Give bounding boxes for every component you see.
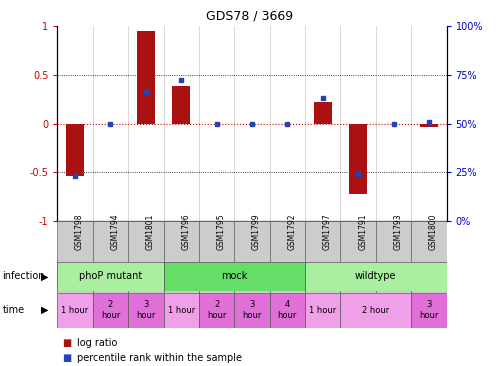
Text: 3
hour: 3 hour [243, 300, 261, 320]
Text: log ratio: log ratio [77, 338, 118, 348]
FancyBboxPatch shape [128, 293, 164, 328]
FancyBboxPatch shape [305, 262, 447, 291]
FancyBboxPatch shape [340, 221, 376, 293]
Text: GSM1791: GSM1791 [358, 214, 367, 250]
Bar [172, 86, 190, 124]
Text: wildtype: wildtype [355, 271, 397, 281]
Text: 2
hour: 2 hour [207, 300, 227, 320]
FancyBboxPatch shape [340, 293, 411, 328]
Text: GSM1799: GSM1799 [252, 214, 261, 250]
FancyBboxPatch shape [57, 262, 164, 291]
Text: time: time [2, 305, 24, 315]
FancyBboxPatch shape [164, 262, 305, 291]
FancyBboxPatch shape [93, 221, 128, 293]
FancyBboxPatch shape [164, 221, 199, 293]
Text: phoP mutant: phoP mutant [79, 271, 142, 281]
FancyBboxPatch shape [305, 293, 340, 328]
FancyBboxPatch shape [411, 221, 447, 293]
Bar [349, 124, 367, 194]
FancyBboxPatch shape [269, 221, 305, 293]
Text: percentile rank within the sample: percentile rank within the sample [77, 353, 243, 363]
Text: GSM1797: GSM1797 [323, 214, 332, 250]
Text: ▶: ▶ [41, 271, 49, 281]
Bar [66, 124, 84, 176]
Text: mock: mock [221, 271, 248, 281]
Text: ■: ■ [62, 353, 72, 363]
Text: GSM1798: GSM1798 [75, 214, 84, 250]
FancyBboxPatch shape [57, 221, 93, 293]
FancyBboxPatch shape [376, 221, 411, 293]
Bar [314, 102, 332, 124]
Text: 3
hour: 3 hour [136, 300, 156, 320]
FancyBboxPatch shape [93, 293, 128, 328]
Text: GDS78 / 3669: GDS78 / 3669 [206, 9, 293, 22]
FancyBboxPatch shape [305, 221, 340, 293]
Text: 1 hour: 1 hour [61, 306, 89, 315]
Text: 2 hour: 2 hour [362, 306, 389, 315]
Text: GSM1796: GSM1796 [181, 214, 190, 250]
FancyBboxPatch shape [164, 293, 199, 328]
FancyBboxPatch shape [269, 293, 305, 328]
Text: GSM1801: GSM1801 [146, 214, 155, 250]
Text: GSM1794: GSM1794 [110, 214, 119, 250]
FancyBboxPatch shape [57, 293, 93, 328]
FancyBboxPatch shape [411, 293, 447, 328]
Text: infection: infection [2, 271, 45, 281]
Text: 2
hour: 2 hour [101, 300, 120, 320]
Text: GSM1800: GSM1800 [429, 214, 438, 250]
Text: GSM1795: GSM1795 [217, 214, 226, 250]
Text: GSM1792: GSM1792 [287, 214, 296, 250]
FancyBboxPatch shape [128, 221, 164, 293]
Text: GSM1793: GSM1793 [394, 214, 403, 250]
Bar [137, 30, 155, 124]
Text: 3
hour: 3 hour [419, 300, 439, 320]
FancyBboxPatch shape [199, 293, 235, 328]
Text: ■: ■ [62, 338, 72, 348]
Bar [420, 124, 438, 127]
FancyBboxPatch shape [199, 221, 235, 293]
Text: 1 hour: 1 hour [309, 306, 336, 315]
Text: 4
hour: 4 hour [277, 300, 297, 320]
FancyBboxPatch shape [235, 221, 269, 293]
FancyBboxPatch shape [235, 293, 269, 328]
Text: ▶: ▶ [41, 305, 49, 315]
Text: 1 hour: 1 hour [168, 306, 195, 315]
